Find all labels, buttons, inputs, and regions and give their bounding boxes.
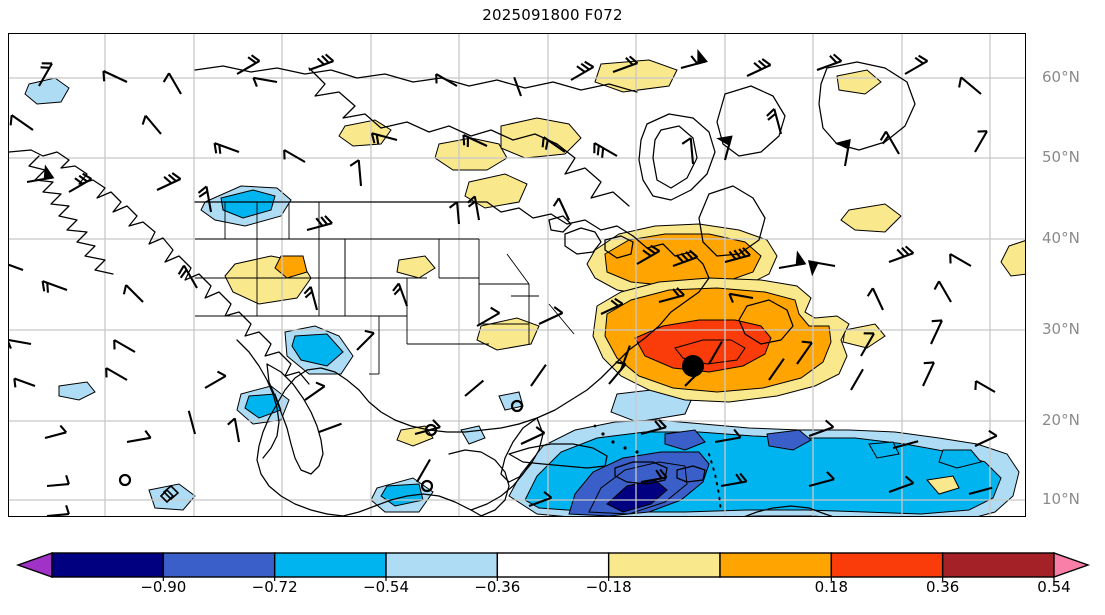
colorbar-tick-label: −0.18 [585,578,632,596]
colorbar-tick-label: 0.18 [814,578,849,596]
colorbar-tick-label: −0.72 [251,578,298,596]
colorbar-cell [941,552,1055,578]
storm-marker [682,355,704,377]
lat-tick-10n: 10°N [1042,490,1080,508]
figure-title: 2025091800 F072 [482,6,623,24]
lat-tick-30n: 30°N [1042,320,1080,338]
us-state-borders [195,202,575,375]
map-panel: 130°W 120°W 110°W 100°W 90°W 80°W 70°W 6… [8,33,1080,575]
lat-tick-20n: 20°N [1042,411,1080,429]
colorbar-under-arrow [15,552,53,578]
colorbar-cell [162,552,276,578]
colorbar-tick-label: 0.36 [925,578,960,596]
colorbar-tick-label: −0.54 [363,578,409,596]
colorbar-cell [273,552,387,578]
map-canvas [9,34,1025,516]
graticule-gridlines [9,34,1025,516]
colorbar-swatches [15,552,1091,581]
colorbar-cell [496,552,610,578]
colorbar-tick-label: −0.90 [140,578,187,596]
lat-tick-60n: 60°N [1042,68,1080,86]
colorbar: −0.90−0.72−0.54−0.36−0.180.180.360.540.7… [8,551,1098,613]
colorbar-cell [830,552,944,578]
anomaly-contours-warm [224,59,1025,495]
colorbar-over-arrow [1053,552,1091,578]
colorbar-cell [607,552,721,578]
lat-tick-50n: 50°N [1042,148,1080,166]
colorbar-tick-label: 0.54 [1037,578,1071,596]
wind-barbs [9,49,998,516]
colorbar-tick-label: −0.36 [474,578,521,596]
colorbar-cell [719,552,833,578]
colorbar-cell [51,552,165,578]
lat-tick-40n: 40°N [1042,229,1080,247]
colorbar-cell [385,552,499,578]
map-frame [8,33,1026,517]
